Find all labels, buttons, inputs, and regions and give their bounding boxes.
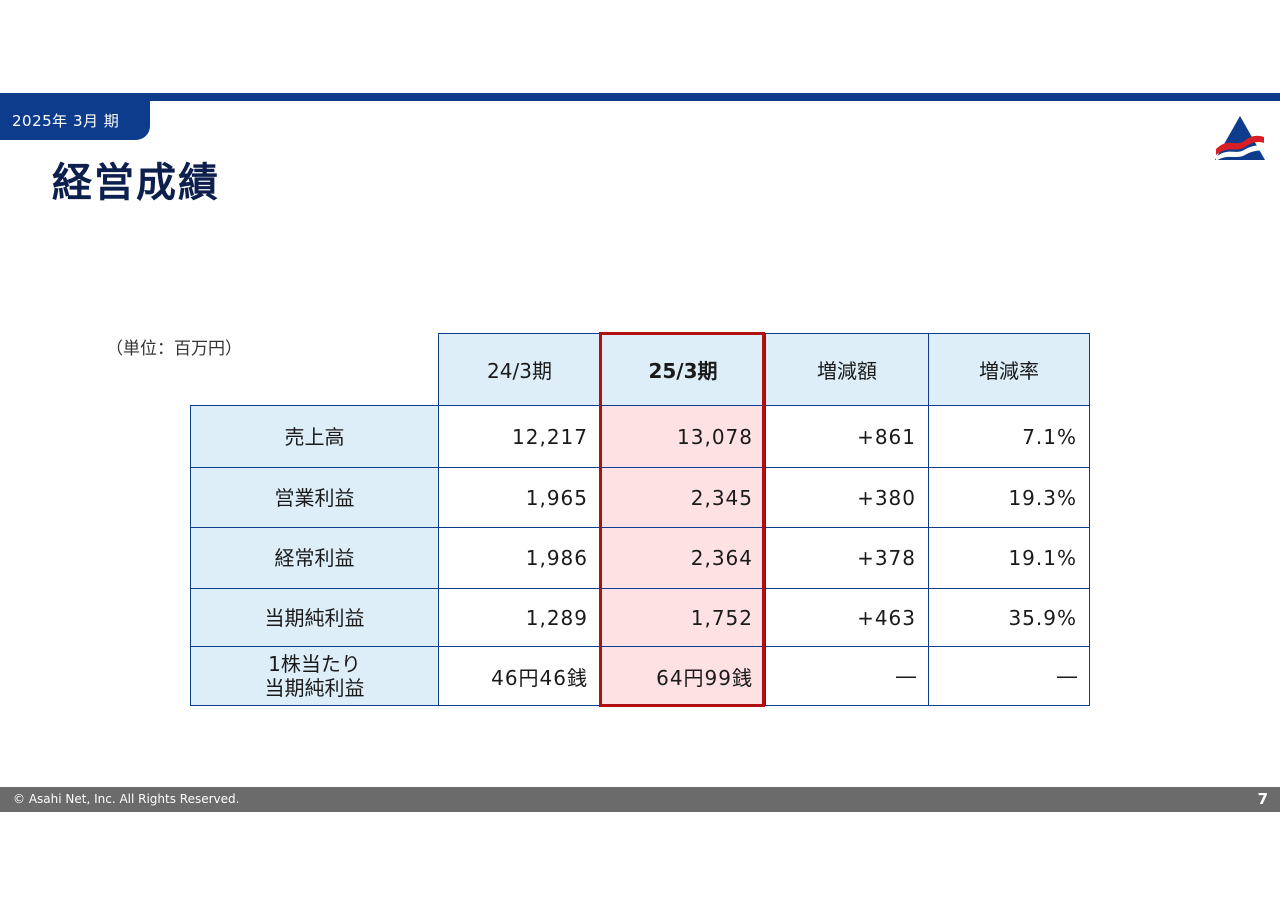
rate-value: 19.3% [928, 467, 1090, 528]
corner-cell [190, 333, 439, 406]
current-value: 1,752 [600, 588, 766, 647]
diff-value: +861 [765, 405, 929, 468]
diff-value: +463 [765, 588, 929, 647]
header-accent-bar [0, 93, 1280, 101]
financial-results-table: 24/3期 25/3期 増減額 増減率 売上高 12,217 13,078 +8… [190, 333, 1090, 706]
prev-value: 1,965 [438, 467, 601, 528]
page-title: 経営成績 [52, 160, 220, 206]
rate-value: 35.9% [928, 588, 1090, 647]
table-row: 当期純利益 1,289 1,752 +463 35.9% [190, 588, 1090, 647]
row-label-line: 当期純利益 [264, 676, 365, 700]
table-row: 1株当たり 当期純利益 46円46銭 64円99銭 ― ― [190, 646, 1090, 706]
rate-value: ― [928, 646, 1090, 706]
table-row: 営業利益 1,965 2,345 +380 19.3% [190, 467, 1090, 528]
row-label: 当期純利益 [190, 588, 439, 647]
row-label-line: 1株当たり [268, 652, 361, 676]
table-row: 売上高 12,217 13,078 +861 7.1% [190, 405, 1090, 468]
diff-value: +380 [765, 467, 929, 528]
row-label: 売上高 [190, 405, 439, 468]
asahi-net-logo-icon [1215, 116, 1265, 161]
column-header: 増減額 [765, 333, 929, 406]
prev-value: 46円46銭 [438, 646, 601, 706]
current-value: 2,364 [600, 527, 766, 589]
row-label: 経常利益 [190, 527, 439, 589]
row-label: 営業利益 [190, 467, 439, 528]
row-label: 1株当たり 当期純利益 [190, 646, 439, 706]
period-tag: 2025年 3月 期 [0, 101, 150, 140]
current-value: 2,345 [600, 467, 766, 528]
column-header: 25/3期 [600, 333, 766, 406]
copyright: © Asahi Net, Inc. All Rights Reserved. [13, 792, 240, 806]
prev-value: 1,986 [438, 527, 601, 589]
page-number: 7 [1257, 790, 1268, 808]
table-header-row: 24/3期 25/3期 増減額 増減率 [190, 333, 1090, 406]
column-header: 増減率 [928, 333, 1090, 406]
footer-bar: © Asahi Net, Inc. All Rights Reserved. 7 [0, 787, 1280, 812]
prev-value: 12,217 [438, 405, 601, 468]
rate-value: 7.1% [928, 405, 1090, 468]
table-row: 経常利益 1,986 2,364 +378 19.1% [190, 527, 1090, 589]
diff-value: ― [765, 646, 929, 706]
current-value: 64円99銭 [600, 646, 766, 706]
rate-value: 19.1% [928, 527, 1090, 589]
column-header: 24/3期 [438, 333, 601, 406]
current-value: 13,078 [600, 405, 766, 468]
diff-value: +378 [765, 527, 929, 589]
prev-value: 1,289 [438, 588, 601, 647]
